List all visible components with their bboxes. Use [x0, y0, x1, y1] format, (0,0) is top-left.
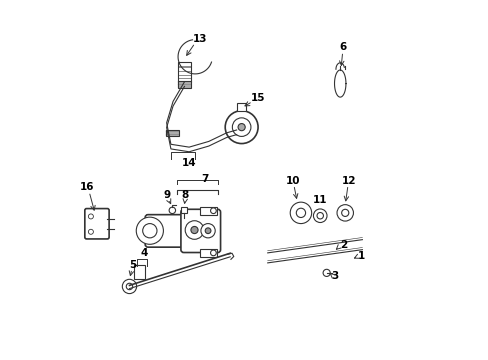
Text: 3: 3 [330, 271, 338, 281]
Text: 8: 8 [181, 190, 188, 201]
Circle shape [201, 224, 215, 238]
Bar [166, 130, 179, 136]
Bar [237, 103, 245, 111]
Bar [200, 249, 217, 257]
Bar [178, 81, 190, 88]
Circle shape [88, 229, 93, 234]
Bar [181, 207, 187, 213]
Circle shape [232, 118, 250, 136]
Text: 12: 12 [341, 176, 355, 186]
Circle shape [122, 279, 136, 294]
Circle shape [142, 224, 157, 238]
FancyBboxPatch shape [181, 209, 220, 252]
FancyBboxPatch shape [145, 215, 188, 247]
Text: 6: 6 [338, 42, 346, 52]
Circle shape [185, 221, 203, 239]
Text: 14: 14 [182, 158, 196, 168]
Circle shape [313, 209, 326, 222]
Circle shape [210, 250, 216, 256]
Text: 10: 10 [285, 176, 299, 186]
Text: 1: 1 [357, 251, 365, 261]
Circle shape [290, 202, 311, 224]
Text: 16: 16 [79, 182, 94, 192]
Circle shape [88, 214, 93, 219]
Text: 9: 9 [163, 190, 170, 201]
Bar [178, 62, 190, 82]
Text: 13: 13 [192, 34, 207, 44]
Bar [134, 265, 145, 279]
Circle shape [169, 207, 175, 213]
FancyBboxPatch shape [84, 208, 109, 239]
Text: 7: 7 [201, 174, 208, 184]
Circle shape [323, 269, 329, 276]
Circle shape [126, 283, 132, 290]
Circle shape [296, 208, 305, 217]
Circle shape [238, 123, 244, 131]
Text: 5: 5 [128, 260, 136, 270]
Circle shape [210, 208, 216, 213]
Circle shape [316, 212, 323, 219]
Circle shape [136, 217, 163, 244]
Text: 11: 11 [312, 195, 327, 204]
Bar [200, 207, 217, 215]
Text: 4: 4 [140, 248, 147, 258]
Text: 2: 2 [340, 240, 346, 250]
Text: 15: 15 [250, 93, 265, 103]
Circle shape [225, 111, 258, 144]
Circle shape [341, 209, 348, 216]
Circle shape [205, 228, 210, 234]
Circle shape [336, 204, 353, 221]
Circle shape [190, 226, 198, 234]
